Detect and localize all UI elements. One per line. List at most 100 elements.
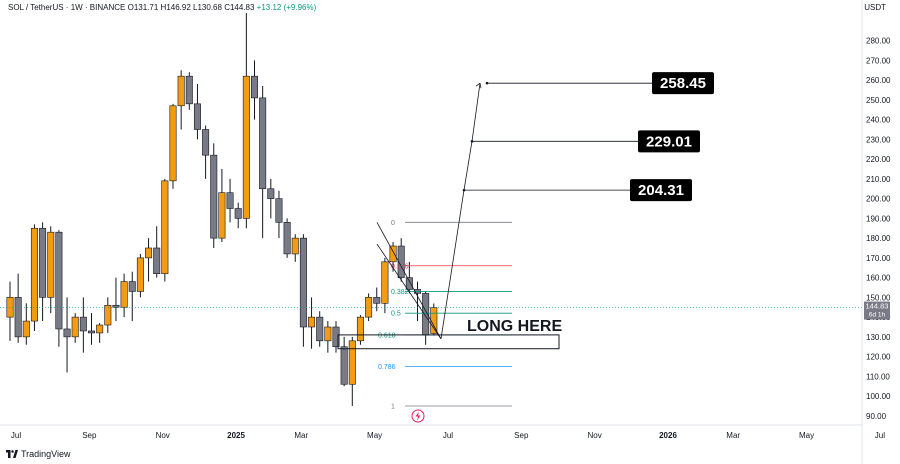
time-tick: Jul: [875, 431, 885, 440]
price-tick: 190.00: [866, 214, 891, 223]
candle-body: [202, 129, 210, 156]
candle-body: [299, 237, 307, 328]
candle-body: [112, 304, 120, 308]
drawings: 0 0.236 0.382 0.5 0.618 0.786 1 LONG HERE 204.31…: [0, 72, 862, 423]
fib-level-label: 1: [391, 404, 395, 411]
candle: [259, 86, 267, 239]
candle-body: [218, 192, 226, 239]
candle: [185, 72, 193, 110]
currency-label[interactable]: USDT: [864, 3, 886, 12]
candle: [389, 242, 397, 272]
tradingview-footer[interactable]: TradingView: [6, 449, 71, 459]
candle: [79, 297, 87, 353]
candle: [340, 336, 348, 387]
candle: [88, 313, 96, 345]
candle-body: [373, 297, 381, 304]
time-tick: 2026: [659, 431, 677, 440]
candle: [14, 273, 22, 343]
trend-line: [376, 222, 442, 340]
candle-body: [96, 324, 104, 334]
candle-body: [389, 245, 397, 263]
candle-body: [381, 261, 389, 304]
candle: [283, 218, 291, 258]
time-axis: Jul Sep Nov 2025 Mar May Jul Sep Nov 2026 Mar May Ju…: [0, 424, 885, 440]
candle-body: [47, 231, 55, 298]
candle-body: [340, 346, 348, 385]
candle: [234, 202, 242, 229]
candle-body: [145, 247, 153, 259]
price-tick: 110.00: [866, 372, 890, 381]
price-tick: 280.00: [866, 37, 891, 46]
candle: [63, 297, 71, 373]
fib-level-label: 0.618: [378, 332, 396, 339]
time-tick: Sep: [514, 431, 529, 440]
candle: [112, 277, 120, 322]
candle-body: [55, 231, 63, 330]
tradingview-logo-icon: [6, 450, 18, 458]
price-tick: 220.00: [866, 155, 891, 164]
time-tick: Nov: [588, 431, 602, 440]
price-tick: 260.00: [866, 76, 891, 85]
target-label-box: [652, 72, 714, 95]
price-change: +13.12 (+9.96%): [256, 3, 317, 12]
candle: [161, 178, 169, 282]
candle-body: [275, 198, 283, 223]
candle: [104, 297, 112, 333]
candle: [96, 323, 104, 343]
candle: [430, 303, 438, 336]
chart-header: SOL / TetherUS · 1W · BINANCE O131.71 H1…: [8, 3, 316, 12]
candle: [365, 293, 373, 322]
fib-level-label: 0.786: [378, 364, 396, 371]
candle-body: [79, 316, 87, 332]
projection-path: [440, 83, 481, 339]
candle-body: [308, 316, 316, 328]
candle-body: [316, 316, 324, 342]
candle-body: [128, 281, 136, 292]
candle-body: [234, 208, 242, 219]
candle-body: [63, 328, 71, 338]
candle-body: [405, 277, 413, 290]
candle: [39, 222, 47, 322]
candle: [136, 253, 144, 298]
candle-body: [365, 297, 373, 318]
symbol-title[interactable]: SOL / TetherUS · 1W · BINANCE: [8, 3, 126, 12]
price-tick: 120.00: [866, 353, 891, 362]
candle: [275, 190, 283, 239]
current-price-tag: [864, 301, 890, 320]
time-tick: Jul: [443, 431, 453, 440]
candle-body: [39, 227, 47, 298]
candle: [71, 313, 79, 343]
candle: [6, 281, 14, 341]
candle: [405, 261, 413, 294]
candle: [348, 336, 356, 406]
candle-body: [291, 237, 299, 255]
candle-body: [397, 245, 405, 278]
ohlc-low: L130.68: [193, 3, 222, 12]
candle: [169, 103, 177, 189]
projection-arrowhead: [475, 82, 482, 89]
candle: [332, 321, 340, 353]
price-tick: 150.00: [866, 293, 891, 302]
price-tick: 230.00: [866, 135, 891, 144]
price-tick: 90.00: [866, 412, 887, 421]
candle: [120, 273, 128, 318]
ohlc-open: O131.71: [127, 3, 159, 12]
candle: [128, 271, 136, 322]
time-tick: May: [367, 431, 382, 440]
ohlc-high: H146.92: [160, 3, 191, 12]
candle: [397, 238, 405, 282]
long-zone-box: [337, 334, 560, 350]
candle: [153, 226, 161, 278]
price-tick: 200.00: [866, 195, 891, 204]
candle-body: [193, 103, 201, 130]
price-tick: 130.00: [866, 333, 891, 342]
candle: [145, 238, 153, 282]
candle-body: [22, 320, 30, 338]
candle: [316, 311, 324, 347]
candle: [324, 321, 332, 353]
candle: [291, 234, 299, 262]
candle: [251, 60, 259, 120]
trend-line: [376, 243, 442, 340]
candle-body: [267, 188, 275, 199]
